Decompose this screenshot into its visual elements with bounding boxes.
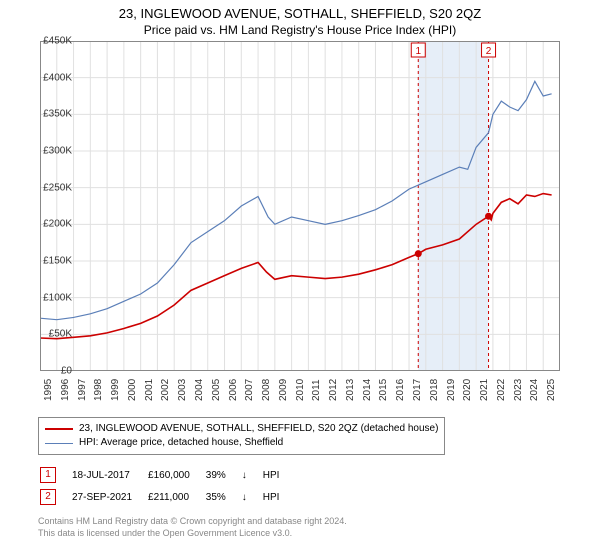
sale-marker-icon: 2	[40, 489, 56, 505]
y-tick-label: £350K	[43, 109, 72, 120]
sale-pct: 39%	[206, 465, 240, 485]
x-tick-label: 1997	[77, 379, 88, 401]
legend: 23, INGLEWOOD AVENUE, SOTHALL, SHEFFIELD…	[38, 417, 445, 455]
y-tick-label: £450K	[43, 36, 72, 47]
legend-label: 23, INGLEWOOD AVENUE, SOTHALL, SHEFFIELD…	[79, 422, 438, 436]
x-tick-label: 1995	[43, 379, 54, 401]
x-tick-label: 2011	[311, 379, 322, 401]
x-tick-label: 2018	[429, 379, 440, 401]
x-tick-label: 2014	[362, 379, 373, 401]
sale-marker-icon: 1	[40, 467, 56, 483]
sale-price: £160,000	[148, 465, 204, 485]
sale-pct: 35%	[206, 487, 240, 507]
x-tick-label: 2022	[496, 379, 507, 401]
x-tick-label: 2004	[194, 379, 205, 401]
footer-line: This data is licensed under the Open Gov…	[38, 527, 600, 539]
x-tick-label: 2003	[177, 379, 188, 401]
y-tick-label: £200K	[43, 219, 72, 230]
sale-date: 27-SEP-2021	[72, 487, 146, 507]
chart-svg: 12	[40, 41, 560, 371]
table-row: 2 27-SEP-2021£211,00035%↓HPI	[40, 487, 293, 507]
x-tick-label: 2006	[228, 379, 239, 401]
y-tick-label: £50K	[49, 329, 72, 340]
footer-line: Contains HM Land Registry data © Crown c…	[38, 515, 600, 527]
x-tick-label: 2013	[345, 379, 356, 401]
x-tick-label: 2023	[513, 379, 524, 401]
x-tick-label: 2015	[378, 379, 389, 401]
chart: 12 £0£50K£100K£150K£200K£250K£300K£350K£…	[40, 41, 600, 411]
y-tick-label: £0	[61, 366, 72, 377]
legend-item: HPI: Average price, detached house, Shef…	[45, 436, 438, 450]
x-tick-label: 2008	[261, 379, 272, 401]
x-tick-label: 2005	[211, 379, 222, 401]
page-subtitle: Price paid vs. HM Land Registry's House …	[0, 21, 600, 41]
x-tick-label: 2012	[328, 379, 339, 401]
sale-arrow: ↓	[242, 487, 261, 507]
x-tick-label: 2009	[278, 379, 289, 401]
page-title: 23, INGLEWOOD AVENUE, SOTHALL, SHEFFIELD…	[0, 0, 600, 21]
x-tick-label: 2025	[546, 379, 557, 401]
x-tick-label: 2017	[412, 379, 423, 401]
legend-swatch	[45, 428, 73, 430]
sale-arrow: ↓	[242, 465, 261, 485]
x-tick-label: 1998	[93, 379, 104, 401]
y-tick-label: £150K	[43, 256, 72, 267]
x-tick-label: 1999	[110, 379, 121, 401]
y-tick-label: £400K	[43, 72, 72, 83]
sale-price: £211,000	[148, 487, 204, 507]
sale-date: 18-JUL-2017	[72, 465, 146, 485]
y-tick-label: £250K	[43, 182, 72, 193]
svg-text:1: 1	[415, 46, 421, 57]
x-tick-label: 2001	[144, 379, 155, 401]
y-tick-label: £300K	[43, 146, 72, 157]
x-tick-label: 2000	[127, 379, 138, 401]
legend-swatch	[45, 443, 73, 444]
sale-vs: HPI	[263, 487, 294, 507]
x-tick-label: 2016	[395, 379, 406, 401]
legend-item: 23, INGLEWOOD AVENUE, SOTHALL, SHEFFIELD…	[45, 422, 438, 436]
x-tick-label: 2020	[462, 379, 473, 401]
x-tick-label: 2019	[446, 379, 457, 401]
x-tick-label: 2010	[295, 379, 306, 401]
svg-text:2: 2	[486, 46, 492, 57]
legend-label: HPI: Average price, detached house, Shef…	[79, 436, 283, 450]
x-tick-label: 2024	[529, 379, 540, 401]
footer: Contains HM Land Registry data © Crown c…	[38, 515, 600, 539]
x-tick-label: 2002	[160, 379, 171, 401]
sales-table: 1 18-JUL-2017£160,00039%↓HPI 2 27-SEP-2021£…	[38, 463, 295, 509]
x-tick-label: 2007	[244, 379, 255, 401]
table-row: 1 18-JUL-2017£160,00039%↓HPI	[40, 465, 293, 485]
sale-vs: HPI	[263, 465, 294, 485]
x-tick-label: 2021	[479, 379, 490, 401]
y-tick-label: £100K	[43, 292, 72, 303]
x-tick-label: 1996	[60, 379, 71, 401]
